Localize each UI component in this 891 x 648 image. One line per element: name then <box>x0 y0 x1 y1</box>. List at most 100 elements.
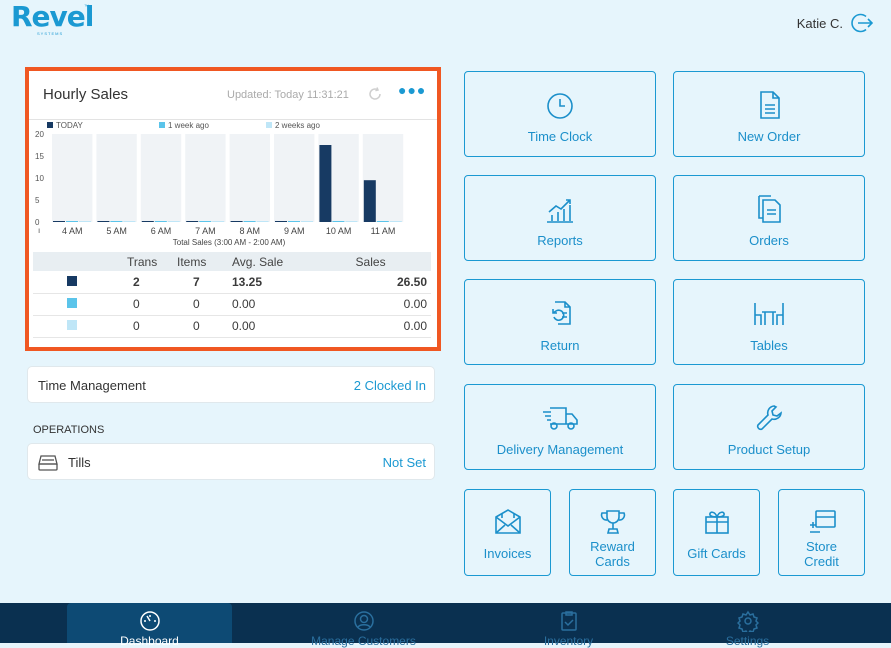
product-setup-tile[interactable]: Product Setup <box>673 384 865 470</box>
bottom-nav: Dashboard Manage Customers Inventory Set… <box>0 603 891 648</box>
nav-inventory-label: Inventory <box>543 634 594 648</box>
table-row: 0 0 0.00 0.00 <box>33 293 431 316</box>
y-tick-label: 15 <box>35 152 44 161</box>
bar-today <box>275 221 287 222</box>
cell-sales: 26.50 <box>351 271 431 294</box>
bar-2-weeks-ago <box>79 221 91 222</box>
y-tick-label: 0 <box>35 218 40 227</box>
orders-tile[interactable]: Orders <box>673 175 865 261</box>
category-background <box>229 134 270 222</box>
category-background <box>52 134 93 222</box>
cell-trans: 0 <box>113 293 173 316</box>
invoices-tile[interactable]: Invoices <box>464 489 551 576</box>
delivery-management-tile[interactable]: Delivery Management <box>464 384 656 470</box>
revel-logo: Revel ™ SYSTEMS <box>11 0 94 38</box>
return-tile[interactable]: Return <box>464 279 656 365</box>
new-order-label: New Order <box>737 129 801 144</box>
cell-trans: 0 <box>113 315 173 338</box>
tills-label: Tills <box>68 455 91 470</box>
user-menu[interactable]: Katie C. <box>797 12 873 34</box>
category-background <box>274 134 315 222</box>
y-axis-stub: ı <box>38 226 40 235</box>
cell-sales: 0.00 <box>351 293 431 316</box>
legend-swatch <box>159 122 165 128</box>
bar-today <box>186 221 199 222</box>
series-swatch <box>67 320 77 330</box>
nav-settings-label: Settings <box>725 634 770 648</box>
bar-today <box>141 221 154 222</box>
bar-today <box>319 145 332 222</box>
clocked-in-count[interactable]: 2 Clocked In <box>353 378 426 393</box>
orders-icon <box>758 195 781 223</box>
reward-cards-tile[interactable]: Reward Cards <box>569 489 656 576</box>
reports-tile[interactable]: Reports <box>464 175 656 261</box>
y-tick-label: 10 <box>35 174 44 183</box>
nav-manage-customers[interactable]: Manage Customers <box>281 603 446 648</box>
tills-status[interactable]: Not Set <box>382 455 426 470</box>
store-credit-label-2: Credit <box>804 554 839 569</box>
table-header-cell: Sales <box>351 252 431 271</box>
clock-icon <box>547 93 573 119</box>
cell-swatch <box>33 271 113 294</box>
cell-items: 7 <box>173 271 228 294</box>
gift-cards-tile[interactable]: Gift Cards <box>673 489 760 576</box>
legend-label: 1 week ago <box>168 121 209 130</box>
gift-icon <box>704 511 729 534</box>
y-tick-label: 20 <box>35 130 44 139</box>
x-tick-label: 6 AM <box>151 226 172 236</box>
tills-row[interactable]: Tills Not Set <box>27 443 435 480</box>
store-credit-label-1: Store <box>805 539 838 554</box>
cell-sales: 0.00 <box>351 315 431 338</box>
time-clock-label: Time Clock <box>527 129 593 144</box>
y-tick-label: 5 <box>35 196 40 205</box>
return-label: Return <box>540 338 580 353</box>
logo-text: Revel <box>11 0 94 33</box>
wrench-icon <box>756 405 782 431</box>
x-tick-label: 8 AM <box>240 226 261 236</box>
user-name: Katie C. <box>796 15 843 31</box>
tables-icon <box>754 303 784 325</box>
x-tick-label: 5 AM <box>106 226 127 236</box>
category-background <box>140 134 182 222</box>
operations-heading: OPERATIONS <box>33 424 105 436</box>
logo-trademark: ™ <box>84 4 89 10</box>
clipboard-check-icon <box>560 611 577 631</box>
bar-1-week-ago <box>376 221 389 222</box>
nav-dashboard-label: Dashboard <box>120 634 179 648</box>
table-header-cell: Avg. Sale <box>228 252 352 271</box>
bar-today <box>53 221 65 222</box>
store-credit-tile[interactable]: Store Credit <box>778 489 865 576</box>
time-management-row[interactable]: Time Management 2 Clocked In <box>27 366 435 403</box>
bar-2-weeks-ago <box>212 221 225 222</box>
time-clock-tile[interactable]: Time Clock <box>464 71 656 157</box>
x-tick-label: 4 AM <box>62 226 83 236</box>
cell-trans: 2 <box>113 271 173 294</box>
reward-cards-label-2: Cards <box>595 554 630 569</box>
hourly-sales-card[interactable]: Hourly Sales Updated: Today 11:31:21 ●●●… <box>25 67 441 351</box>
cell-swatch <box>33 293 113 316</box>
hourly-sales-header: Hourly Sales Updated: Today 11:31:21 ●●● <box>29 71 437 120</box>
customer-icon <box>353 611 374 631</box>
logout-icon[interactable] <box>851 12 873 34</box>
table-header-cell: Items <box>173 252 228 271</box>
nav-dashboard[interactable]: Dashboard <box>67 603 232 648</box>
nav-settings[interactable]: Settings <box>665 603 830 648</box>
bar-2-weeks-ago <box>345 221 358 222</box>
cell-avg: 0.00 <box>228 293 352 316</box>
cell-items: 0 <box>173 315 228 338</box>
more-options-icon[interactable]: ●●● <box>398 82 427 98</box>
reports-label: Reports <box>537 233 583 248</box>
new-order-icon <box>760 91 780 119</box>
invoices-label: Invoices <box>483 546 532 561</box>
table-header-row: Trans Items Avg. Sale Sales <box>33 252 431 271</box>
refresh-icon[interactable] <box>367 86 383 102</box>
logo-subtitle: SYSTEMS <box>37 31 64 36</box>
bar-2-weeks-ago <box>167 221 180 222</box>
table-row: 0 0 0.00 0.00 <box>33 315 431 338</box>
nav-inventory[interactable]: Inventory <box>486 603 651 648</box>
table-header-cell: Trans <box>113 252 173 271</box>
trophy-icon <box>600 510 625 534</box>
new-order-tile[interactable]: New Order <box>673 71 865 157</box>
x-tick-label: 9 AM <box>284 226 305 236</box>
tables-tile[interactable]: Tables <box>673 279 865 365</box>
